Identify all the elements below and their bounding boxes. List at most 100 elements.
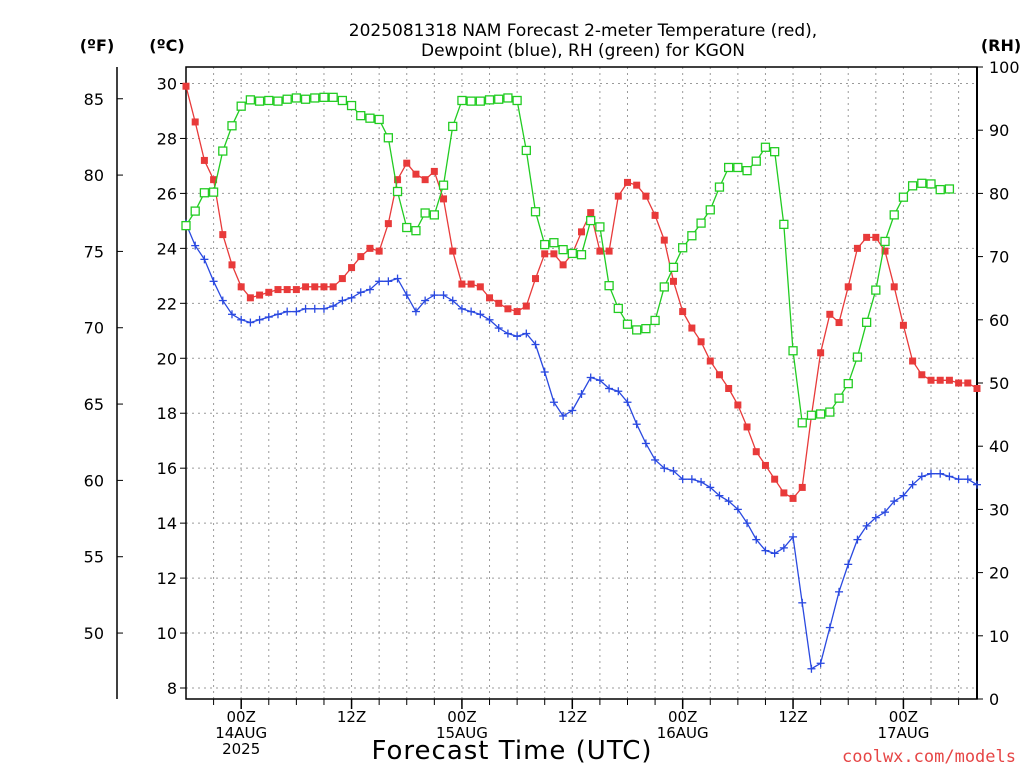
dewpoint-point bbox=[559, 411, 568, 420]
temperature-point bbox=[513, 308, 521, 316]
rh-point bbox=[319, 92, 329, 102]
temperature-point bbox=[550, 250, 558, 258]
temperature-point bbox=[817, 349, 825, 357]
temperature-point bbox=[642, 192, 650, 200]
temperature-point bbox=[338, 275, 346, 283]
dewpoint-point bbox=[899, 491, 908, 500]
rh-tick-label: 40 bbox=[989, 437, 1009, 456]
rh-point bbox=[586, 215, 596, 226]
temperature-point bbox=[320, 283, 328, 291]
dewpoint-point bbox=[485, 315, 494, 324]
celsius-tick-label: 8 bbox=[167, 679, 177, 698]
temperature-point bbox=[614, 192, 622, 200]
rh-point bbox=[668, 262, 679, 272]
rh-point bbox=[512, 95, 522, 106]
dewpoint-point bbox=[963, 475, 972, 484]
dewpoint-line bbox=[185, 223, 978, 670]
x-axis-title: Forecast Time (UTC) bbox=[371, 736, 652, 766]
rh-point bbox=[825, 407, 835, 417]
celsius-tick-label: 12 bbox=[157, 569, 177, 588]
temperature-point bbox=[440, 195, 448, 203]
rh-point bbox=[356, 111, 366, 121]
temperature-point bbox=[403, 159, 411, 167]
celsius-tick-label: 18 bbox=[157, 404, 177, 423]
dewpoint-point bbox=[227, 310, 236, 319]
temperature-point bbox=[421, 176, 429, 184]
rh-point bbox=[613, 303, 623, 314]
rh-point bbox=[264, 95, 274, 106]
dewpoint-point bbox=[494, 324, 503, 333]
celsius-tick-label: 10 bbox=[157, 624, 177, 643]
rh-point bbox=[208, 187, 219, 197]
temperature-point bbox=[283, 286, 291, 294]
temperature-point bbox=[863, 233, 871, 241]
rh-tick-label: 0 bbox=[989, 690, 999, 709]
x-tick-label: 12Z bbox=[337, 708, 366, 726]
dewpoint-point bbox=[605, 384, 614, 393]
temperature-point bbox=[467, 280, 475, 288]
rh-point bbox=[880, 236, 890, 247]
rh-point bbox=[392, 186, 403, 197]
rh-point bbox=[678, 243, 688, 253]
dewpoint-point bbox=[715, 491, 724, 500]
dewpoint-point bbox=[641, 439, 650, 448]
dewpoint-point bbox=[807, 664, 816, 673]
temperature-point bbox=[890, 283, 898, 291]
temperature-point bbox=[228, 261, 236, 269]
rh-point bbox=[540, 239, 550, 250]
temperature-point bbox=[715, 371, 723, 379]
temperature-point bbox=[292, 286, 300, 294]
dewpoint-point bbox=[457, 304, 466, 313]
dewpoint-point bbox=[191, 241, 200, 250]
dewpoint-point bbox=[246, 318, 255, 327]
dewpoint-point bbox=[568, 406, 577, 415]
temperature-point bbox=[872, 233, 880, 241]
rh-point bbox=[815, 409, 826, 419]
rh-point bbox=[457, 95, 467, 106]
dewpoint-point bbox=[283, 307, 292, 316]
temperature-point bbox=[844, 283, 852, 291]
temperature-point bbox=[909, 357, 917, 365]
temperature-point bbox=[945, 376, 953, 384]
rh-point bbox=[254, 96, 265, 106]
rh-tick-label: 30 bbox=[989, 500, 1009, 519]
dewpoint-point bbox=[237, 315, 246, 324]
rh-point bbox=[861, 317, 872, 327]
dewpoint-point bbox=[743, 519, 752, 528]
temperature-point bbox=[826, 310, 834, 318]
fahrenheit-tick-label: 50 bbox=[84, 624, 104, 643]
dewpoint-point bbox=[651, 455, 660, 464]
dewpoint-point bbox=[890, 497, 899, 506]
dewpoint-point bbox=[669, 466, 678, 475]
rh-point bbox=[659, 282, 669, 292]
temperature-point bbox=[752, 448, 760, 456]
dewpoint-point bbox=[761, 546, 770, 555]
dewpoint-point bbox=[218, 296, 227, 305]
celsius-tick-label: 16 bbox=[157, 459, 177, 478]
temperature-point bbox=[394, 176, 402, 184]
rh-point bbox=[300, 94, 311, 104]
temperature-point bbox=[182, 82, 190, 90]
temperature-point bbox=[348, 264, 356, 272]
rh-point bbox=[549, 238, 559, 248]
temperature-point bbox=[200, 156, 208, 164]
celsius-unit-label: (ºC) bbox=[149, 36, 184, 55]
temperature-point bbox=[725, 384, 733, 392]
temperature-point bbox=[449, 247, 457, 255]
x-tick-label: 00Z bbox=[889, 708, 918, 726]
celsius-tick-label: 20 bbox=[157, 349, 177, 368]
temperature-point bbox=[522, 302, 530, 310]
rh-point bbox=[696, 218, 706, 228]
rh-point bbox=[788, 346, 798, 356]
rh-tick-label: 10 bbox=[989, 627, 1009, 646]
dewpoint-point bbox=[411, 307, 420, 316]
temperature-point bbox=[771, 475, 779, 483]
dewpoint-point bbox=[954, 475, 963, 484]
temperature-point bbox=[366, 244, 374, 252]
rh-point bbox=[567, 248, 577, 259]
rh-point bbox=[632, 325, 642, 335]
tick-labels: 8 10 12 14 16 18 20 22 24 26 28 30 50 55 60 65 70 75 80 85 0… bbox=[84, 58, 1020, 758]
dewpoint-point bbox=[365, 285, 374, 294]
rh-point bbox=[521, 145, 531, 156]
dewpoint-point bbox=[522, 329, 531, 338]
